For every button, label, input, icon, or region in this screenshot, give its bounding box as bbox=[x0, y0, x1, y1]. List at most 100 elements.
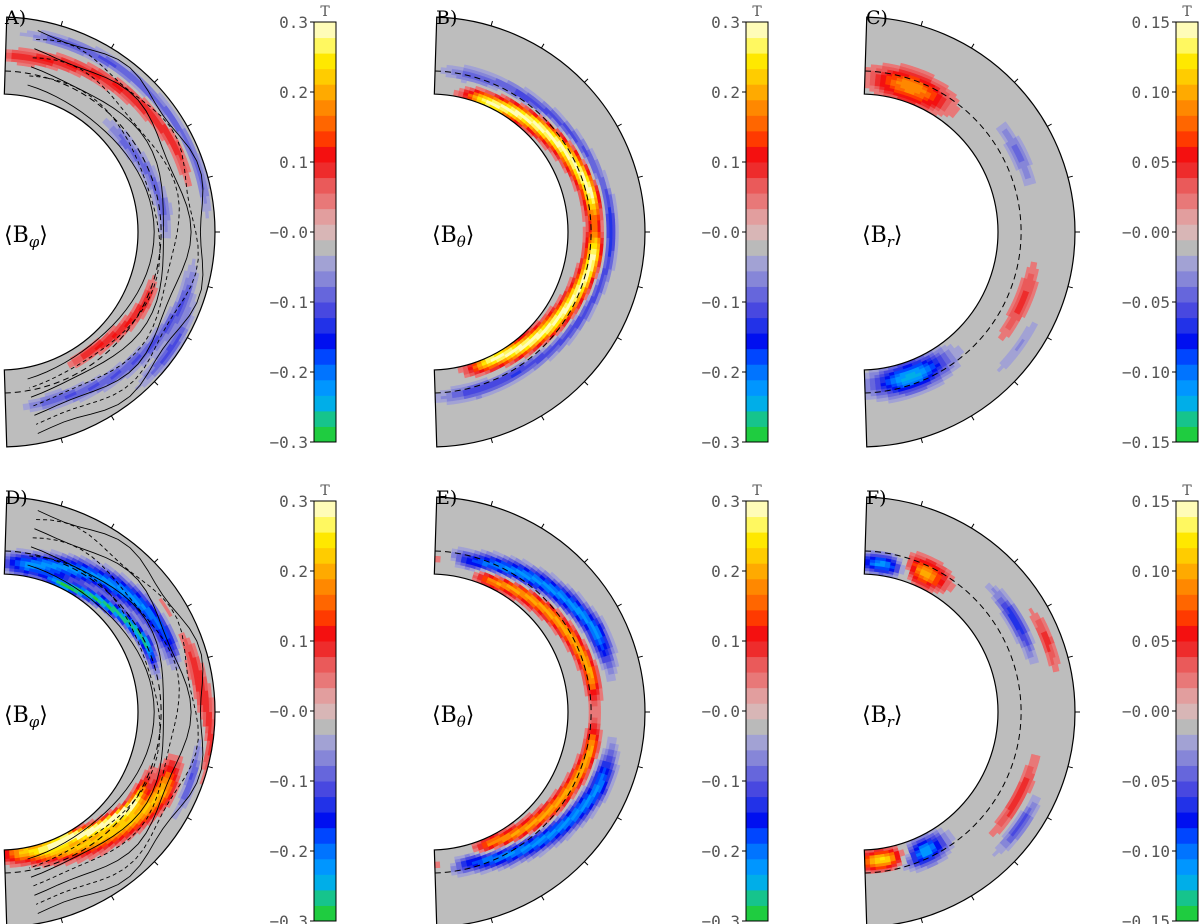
panel-label: A) bbox=[4, 7, 26, 29]
field-label: ⟨Br⟩ bbox=[862, 223, 903, 251]
colorbar-A: T 0.3 0.2 0.1 −0.0 −0.1 −0.2 −0.3 bbox=[269, 4, 337, 452]
colorbar-tick-label: −0.3 bbox=[701, 912, 740, 924]
colorbar-tick-label: 0.05 bbox=[1131, 632, 1170, 651]
field-label: ⟨Br⟩ bbox=[862, 703, 903, 731]
colorbar-tick-label: 0.2 bbox=[711, 83, 740, 102]
colorbar-F: T 0.15 0.10 0.05 −0.00 −0.05 −0.10 −0.15 bbox=[1122, 483, 1199, 924]
tick-mark bbox=[540, 415, 545, 421]
field-line bbox=[30, 66, 164, 398]
colorbar-tick-label: −0.2 bbox=[701, 363, 740, 382]
tick-mark bbox=[920, 20, 923, 26]
colorbar-tick-label: 0.05 bbox=[1131, 153, 1170, 172]
field-line bbox=[34, 48, 192, 416]
colorbar-unit: T bbox=[752, 483, 762, 499]
tick-mark bbox=[540, 523, 545, 529]
tick-mark bbox=[1014, 78, 1019, 83]
colorbar-tick-label: 0.2 bbox=[279, 83, 308, 102]
tick-mark bbox=[617, 603, 622, 607]
colorbar-unit: T bbox=[752, 4, 762, 20]
tick-mark bbox=[490, 500, 493, 506]
colorbar-tick-label: −0.1 bbox=[269, 772, 308, 791]
colorbar-tick-label: 0.3 bbox=[711, 492, 740, 511]
tick-mark bbox=[1067, 286, 1073, 289]
colorbar-tick-label: −0.00 bbox=[1122, 702, 1170, 721]
colorbar-tick-label: 0.2 bbox=[711, 562, 740, 581]
tick-mark bbox=[207, 766, 213, 769]
tick-mark bbox=[1047, 603, 1052, 607]
panel-label: C) bbox=[866, 7, 888, 29]
panel-label: B) bbox=[436, 7, 457, 29]
colorbar-tick-label: −0.1 bbox=[701, 772, 740, 791]
colorbar-tick-label: 0.1 bbox=[279, 632, 308, 651]
field-label: ⟨Bφ⟩ bbox=[4, 223, 48, 251]
colorbar-tick-label: 0.1 bbox=[711, 153, 740, 172]
field-line bbox=[32, 57, 180, 407]
field-line bbox=[30, 546, 164, 878]
field-line bbox=[32, 537, 180, 887]
tick-mark bbox=[60, 20, 63, 26]
tick-mark bbox=[970, 895, 975, 901]
field-line bbox=[35, 39, 199, 425]
colorbar-tick-label: −0.0 bbox=[269, 223, 308, 242]
colorbar-tick-label: 0.10 bbox=[1131, 83, 1170, 102]
panel-label: D) bbox=[5, 487, 28, 509]
colorbar-tick-label: 0.3 bbox=[711, 13, 740, 32]
colorbar-D: T 0.3 0.2 0.1 −0.0 −0.1 −0.2 −0.3 bbox=[269, 483, 337, 924]
tick-mark bbox=[60, 500, 63, 506]
colorbar-tick-label: −0.2 bbox=[701, 842, 740, 861]
tick-mark bbox=[1047, 123, 1052, 127]
colorbar-C: T 0.15 0.10 0.05 −0.00 −0.05 −0.10 −0.15 bbox=[1122, 4, 1199, 452]
tick-mark bbox=[154, 558, 159, 563]
tick-mark bbox=[154, 78, 159, 83]
tick-mark bbox=[920, 918, 923, 924]
field-line bbox=[35, 519, 199, 905]
tick-mark bbox=[920, 500, 923, 506]
tick-mark bbox=[637, 766, 643, 769]
colorbar-tick-label: −0.00 bbox=[1122, 223, 1170, 242]
tick-mark bbox=[1067, 766, 1073, 769]
tick-mark bbox=[584, 861, 589, 866]
colorbar-tick-label: 0.2 bbox=[279, 562, 308, 581]
tick-mark bbox=[970, 43, 975, 49]
colorbar-tick-label: 0.15 bbox=[1131, 13, 1170, 32]
colorbar-tick-label: −0.2 bbox=[269, 363, 308, 382]
tick-mark bbox=[1014, 558, 1019, 563]
tick-mark bbox=[1047, 817, 1052, 821]
tick-mark bbox=[110, 43, 115, 49]
colorbar-unit: T bbox=[320, 483, 330, 499]
tick-mark bbox=[617, 123, 622, 127]
field-line bbox=[29, 75, 161, 389]
tick-mark bbox=[154, 381, 159, 386]
tachocline-line bbox=[865, 70, 1022, 394]
field-label: ⟨Bθ⟩ bbox=[432, 703, 474, 731]
colorbar-tick-label: −0.3 bbox=[269, 433, 308, 452]
tick-mark bbox=[584, 381, 589, 386]
colorbar-tick-label: −0.10 bbox=[1122, 842, 1170, 861]
colorbar-tick-label: −0.3 bbox=[701, 433, 740, 452]
tick-mark bbox=[970, 415, 975, 421]
tick-mark bbox=[1014, 861, 1019, 866]
tick-mark bbox=[154, 861, 159, 866]
field-line bbox=[27, 564, 155, 860]
tick-mark bbox=[637, 175, 643, 178]
colorbar-tick-label: −0.2 bbox=[269, 842, 308, 861]
colorbar-unit: T bbox=[320, 4, 330, 20]
panel-C: C) ⟨Br⟩ bbox=[862, 7, 1080, 448]
panel-B: B) ⟨Bθ⟩ bbox=[432, 7, 650, 448]
field-line bbox=[27, 84, 155, 380]
colorbar-tick-label: −0.1 bbox=[269, 293, 308, 312]
tachocline-line bbox=[865, 550, 1022, 874]
colorbar-tick-label: −0.05 bbox=[1122, 772, 1170, 791]
colorbar-B: T 0.3 0.2 0.1 −0.0 −0.1 −0.2 −0.3 bbox=[701, 4, 769, 452]
colorbar-tick-label: −0.0 bbox=[701, 223, 740, 242]
tick-mark bbox=[637, 286, 643, 289]
colorbar-tick-label: −0.3 bbox=[269, 912, 308, 924]
tick-mark bbox=[540, 895, 545, 901]
panel-D: D) ⟨Bφ⟩ bbox=[3, 487, 220, 924]
colorbar-tick-label: −0.1 bbox=[701, 293, 740, 312]
tachocline-line bbox=[5, 550, 162, 874]
colorbar-tick-label: −0.0 bbox=[701, 702, 740, 721]
colorbar-tick-label: 0.3 bbox=[279, 492, 308, 511]
field-line bbox=[29, 555, 161, 869]
tick-mark bbox=[60, 438, 63, 444]
